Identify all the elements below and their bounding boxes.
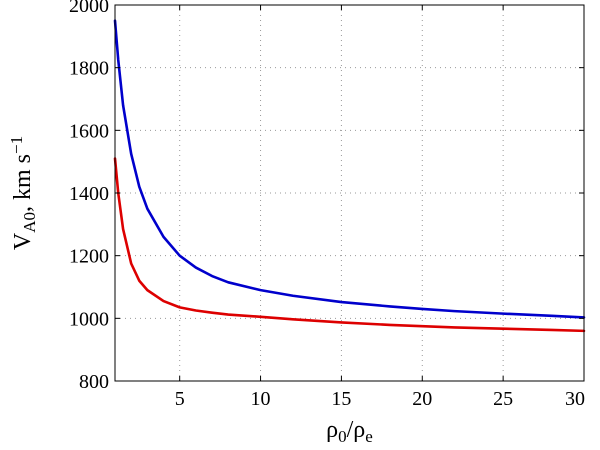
y-tick-label: 1200 bbox=[69, 246, 109, 268]
x-axis-label-main: ρ0/ρe bbox=[326, 417, 373, 446]
grid-lines bbox=[115, 5, 584, 381]
axis-ticks: 5 10 15 20 25 30 800 1000 1200 1400 1600 1800 2000 bbox=[69, 0, 585, 410]
x-tick-label: 15 bbox=[331, 388, 351, 410]
y-tick-label: 1800 bbox=[69, 58, 109, 80]
x-tick-label: 5 bbox=[175, 388, 185, 410]
y-tick-label: 800 bbox=[79, 371, 109, 393]
y-tick-label: 1400 bbox=[69, 183, 109, 205]
plot-series bbox=[113, 19, 586, 333]
y-tick-label: 1000 bbox=[69, 308, 109, 330]
y-axis-label: VA0, km s−1 bbox=[7, 136, 38, 250]
y-tick-label: 2000 bbox=[69, 0, 109, 17]
x-tick-label: 10 bbox=[251, 388, 271, 410]
x-axis-label: ρ0/ρe bbox=[326, 417, 373, 446]
series-line-2 bbox=[113, 157, 586, 333]
y-tick-label: 1600 bbox=[69, 120, 109, 142]
x-tick-label: 25 bbox=[493, 388, 513, 410]
x-tick-label: 30 bbox=[565, 388, 585, 410]
x-tick-label: 20 bbox=[412, 388, 432, 410]
series-line-1 bbox=[113, 19, 586, 319]
